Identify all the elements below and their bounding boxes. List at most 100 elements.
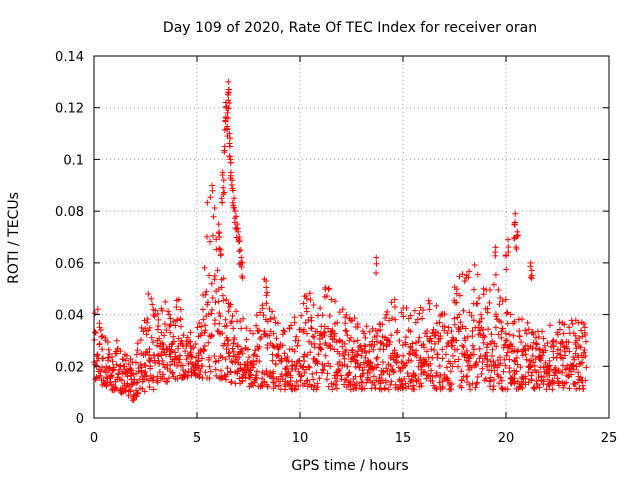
data-point bbox=[317, 341, 324, 348]
data-point bbox=[366, 369, 373, 376]
data-point bbox=[563, 343, 570, 350]
data-point bbox=[323, 376, 330, 383]
data-point bbox=[432, 385, 439, 392]
data-point bbox=[384, 308, 391, 315]
data-point bbox=[428, 338, 435, 345]
data-point bbox=[474, 373, 481, 380]
data-point bbox=[379, 321, 386, 328]
data-point bbox=[540, 378, 547, 385]
data-point bbox=[206, 375, 213, 382]
data-point bbox=[124, 380, 131, 387]
data-point bbox=[559, 369, 566, 376]
data-point bbox=[178, 323, 185, 330]
data-point bbox=[506, 356, 513, 363]
data-point bbox=[105, 354, 112, 361]
data-point bbox=[474, 379, 481, 386]
data-point bbox=[314, 380, 321, 387]
data-point bbox=[159, 357, 166, 364]
y-tick-label: 0 bbox=[76, 412, 84, 427]
data-point bbox=[368, 342, 375, 349]
data-point bbox=[576, 335, 583, 342]
data-point bbox=[565, 339, 572, 346]
data-point bbox=[474, 300, 481, 307]
data-point bbox=[501, 342, 508, 349]
data-point bbox=[436, 319, 443, 326]
data-point bbox=[336, 337, 343, 344]
data-point bbox=[226, 140, 233, 147]
data-point bbox=[91, 329, 98, 336]
data-point bbox=[405, 357, 412, 364]
data-point bbox=[380, 340, 387, 347]
data-point bbox=[137, 336, 144, 343]
data-point bbox=[263, 300, 270, 307]
data-point bbox=[264, 344, 271, 351]
data-point bbox=[454, 346, 461, 353]
data-point bbox=[366, 328, 373, 335]
data-point bbox=[449, 352, 456, 359]
data-point bbox=[303, 308, 310, 315]
data-point bbox=[581, 324, 588, 331]
data-point bbox=[496, 354, 503, 361]
data-point bbox=[174, 375, 181, 382]
data-point bbox=[225, 350, 232, 357]
data-point bbox=[431, 346, 438, 353]
data-point bbox=[104, 339, 111, 346]
data-point bbox=[307, 296, 314, 303]
data-point bbox=[450, 336, 457, 343]
data-point bbox=[400, 313, 407, 320]
data-point bbox=[466, 268, 473, 275]
data-point bbox=[461, 278, 468, 285]
data-point bbox=[209, 182, 216, 189]
data-point bbox=[380, 368, 387, 375]
axis-ticks: 0 5 10 15 20 25 0 0.02 0.04 0.06 0.08 0.1 0.12 0.14 bbox=[55, 50, 617, 446]
data-point bbox=[448, 381, 455, 388]
data-point bbox=[321, 362, 328, 369]
data-point bbox=[326, 312, 333, 319]
data-point bbox=[210, 213, 217, 220]
data-point bbox=[261, 328, 268, 335]
data-point bbox=[343, 311, 350, 318]
data-point bbox=[146, 384, 153, 391]
data-point bbox=[295, 368, 302, 375]
data-point bbox=[238, 325, 245, 332]
data-point bbox=[109, 358, 116, 365]
data-point bbox=[504, 309, 511, 316]
data-point bbox=[256, 327, 263, 334]
data-point bbox=[331, 330, 338, 337]
data-point bbox=[488, 331, 495, 338]
data-point bbox=[460, 343, 467, 350]
data-point bbox=[177, 306, 184, 313]
data-point bbox=[424, 327, 431, 334]
data-point bbox=[229, 199, 236, 206]
data-point bbox=[578, 327, 585, 334]
data-point bbox=[362, 343, 369, 350]
data-point bbox=[254, 353, 261, 360]
data-point bbox=[334, 319, 341, 326]
data-point bbox=[454, 363, 461, 370]
data-point bbox=[207, 194, 214, 201]
data-point bbox=[371, 341, 378, 348]
data-point bbox=[167, 329, 174, 336]
data-point bbox=[381, 385, 388, 392]
data-point bbox=[196, 319, 203, 326]
data-point bbox=[472, 384, 479, 391]
data-point bbox=[314, 328, 321, 335]
data-point bbox=[417, 354, 424, 361]
data-point bbox=[263, 284, 270, 291]
data-point bbox=[467, 386, 474, 393]
data-point bbox=[433, 372, 440, 379]
data-point bbox=[490, 383, 497, 390]
data-point bbox=[529, 329, 536, 336]
data-point bbox=[476, 295, 483, 302]
data-point bbox=[134, 347, 141, 354]
data-point bbox=[522, 381, 529, 388]
data-point bbox=[343, 377, 350, 384]
data-point bbox=[156, 360, 163, 367]
data-point bbox=[390, 369, 397, 376]
data-point bbox=[142, 325, 149, 332]
data-point bbox=[402, 380, 409, 387]
data-point bbox=[473, 380, 480, 387]
data-point bbox=[226, 143, 233, 150]
data-point bbox=[206, 272, 213, 279]
data-point bbox=[316, 375, 323, 382]
